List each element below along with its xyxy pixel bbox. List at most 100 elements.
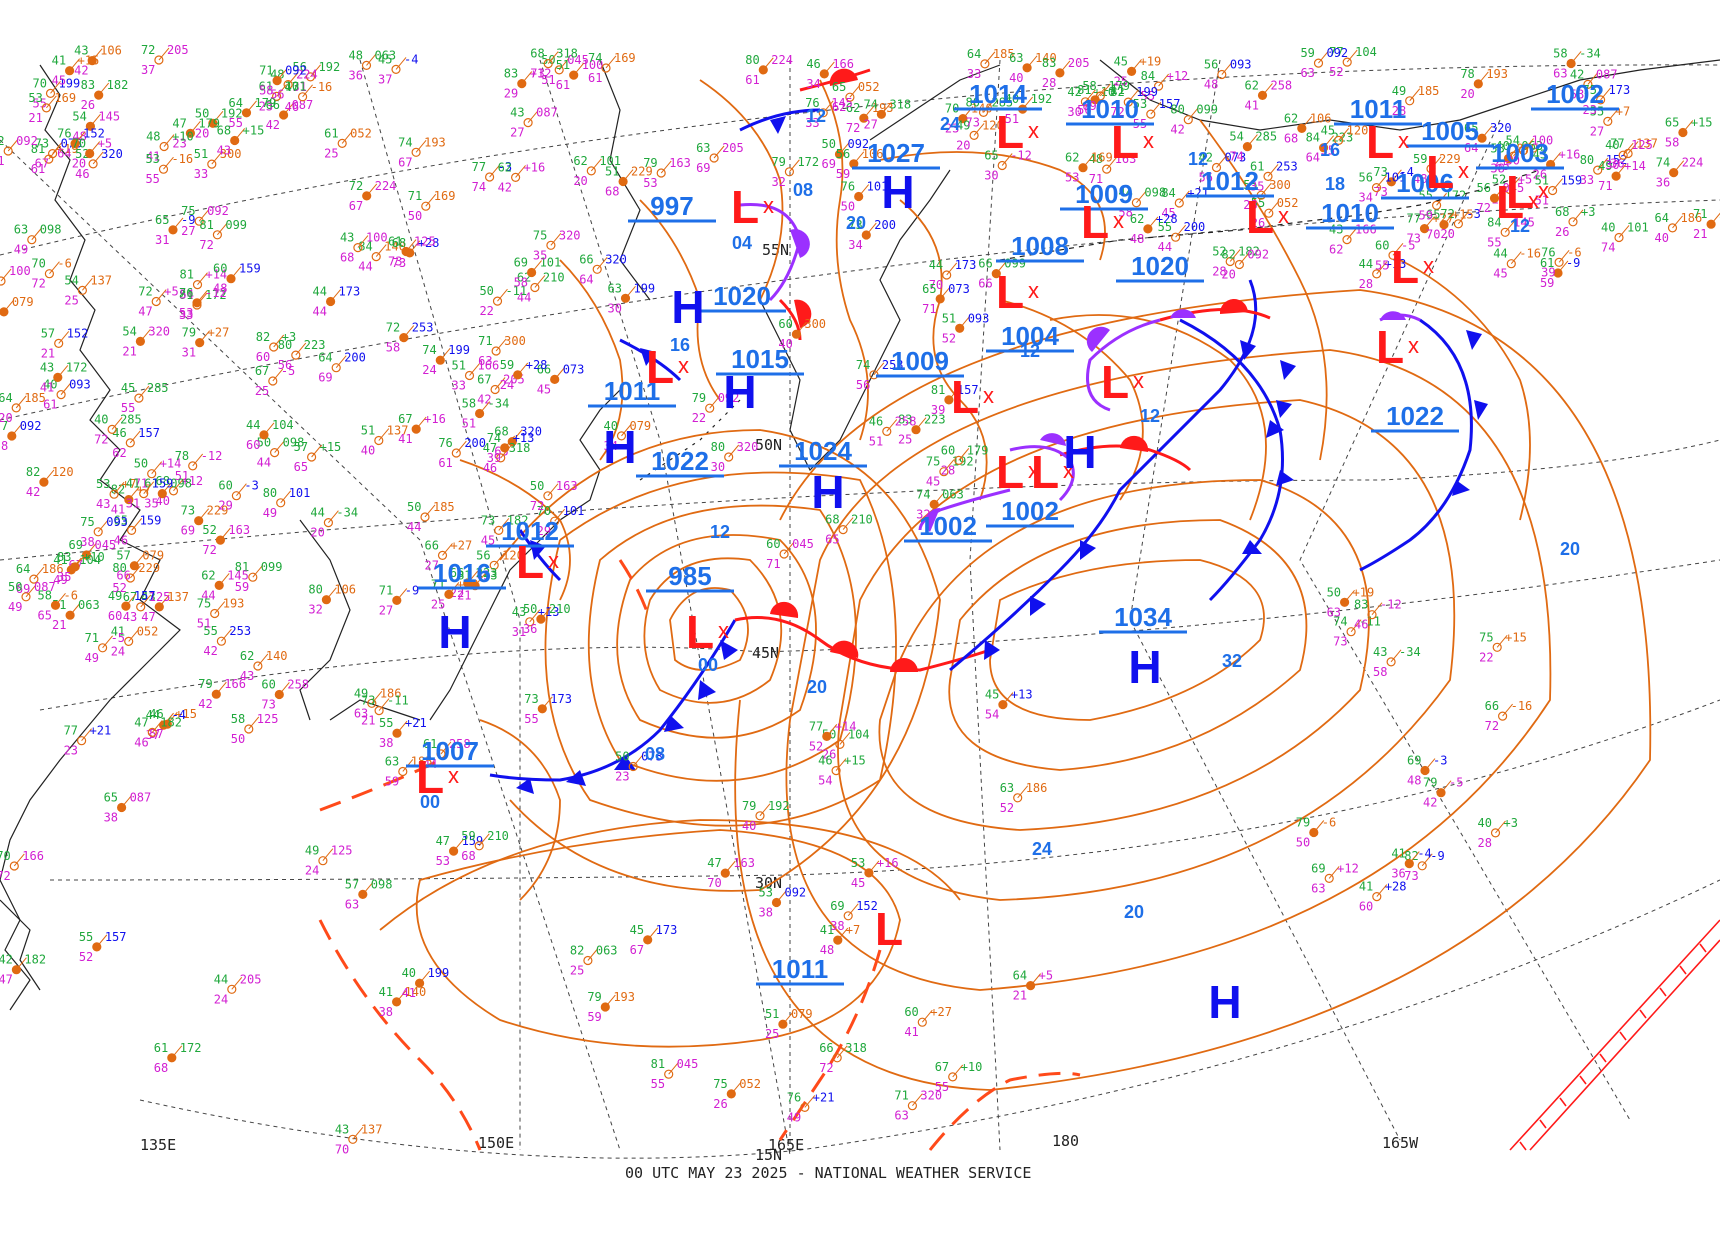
station-dewpoint: 21: [122, 344, 136, 358]
station-value: 186: [380, 686, 402, 700]
wind-barb: [60, 382, 72, 395]
station-value: 159: [1561, 174, 1583, 188]
station-temp: 69: [1407, 754, 1421, 768]
station-value: -11: [387, 694, 409, 708]
station-value: 200: [464, 436, 486, 450]
station-value: 166: [1355, 223, 1377, 237]
station-value: +28: [1385, 880, 1407, 894]
station-dewpoint: 38: [104, 810, 118, 824]
station-dewpoint: 25: [1114, 74, 1128, 88]
station-value: 318: [509, 441, 531, 455]
wind-barb: [1344, 589, 1355, 603]
station-dewpoint: 72: [31, 277, 45, 291]
station-temp: 66: [425, 538, 439, 552]
station-circle: [530, 282, 540, 293]
station-temp: 76: [1541, 245, 1555, 259]
station-dewpoint: 48: [1407, 774, 1421, 788]
wind-barb: [1030, 973, 1042, 986]
station-temp: 66: [537, 362, 551, 376]
isobar-label: 16: [670, 335, 690, 355]
station-dewpoint: 34: [603, 439, 617, 453]
station-dewpoint: 31: [155, 233, 169, 247]
station-value: +15: [1505, 630, 1527, 644]
station-value: +10: [961, 1060, 983, 1074]
station-value: 205: [167, 43, 189, 57]
wind-barb: [96, 934, 108, 948]
station-dewpoint: 38: [379, 736, 393, 750]
pressure-value: 1022: [1386, 401, 1444, 431]
station-value: 320: [1490, 121, 1512, 135]
low-center-cross: x: [1143, 128, 1154, 153]
wind-barb: [378, 428, 390, 441]
station-value: +14: [205, 268, 227, 282]
wind-barb: [1350, 619, 1362, 633]
station-dewpoint: 35: [57, 570, 71, 584]
wind-barb: [1099, 83, 1111, 97]
station-model: 1374347: [141, 590, 189, 624]
station-temp: 79: [1296, 815, 1310, 829]
station-circle: [207, 159, 217, 169]
station-dewpoint: 33: [967, 67, 981, 81]
wind-barb: [163, 712, 174, 726]
station-value: 152: [856, 899, 878, 913]
station-value: 098: [40, 223, 62, 237]
station-value: 258: [287, 677, 309, 691]
wind-barb: [366, 183, 378, 197]
wind-barb: [173, 478, 184, 492]
station-circle: [212, 230, 222, 240]
station-temp: 74: [1333, 615, 1347, 629]
station-circle: [168, 486, 179, 496]
station-dewpoint: 38: [830, 919, 844, 933]
wind-barb: [946, 262, 958, 276]
station-dewpoint: 56: [856, 378, 870, 392]
station-dewpoint: 59: [235, 580, 249, 594]
station-dewpoint: 48: [1204, 78, 1218, 92]
station-dewpoint: 25: [324, 146, 338, 160]
wind-barb: [1059, 60, 1071, 74]
station-circle: [474, 841, 484, 851]
station-circle: [398, 766, 408, 777]
station-temp: 82: [1110, 85, 1124, 99]
station-circle: [268, 376, 278, 386]
station-model: 1737523: [1583, 83, 1631, 117]
station-circle: [124, 636, 134, 647]
station-value: +14: [1624, 159, 1646, 173]
station-temp: 60: [1375, 238, 1389, 252]
station-value: 087: [130, 790, 152, 804]
station-value: +28: [418, 236, 440, 250]
wind-barb: [515, 165, 526, 178]
station-temp: 46: [818, 754, 832, 768]
station-value: 229: [631, 165, 653, 179]
station-dewpoint: 28: [941, 463, 955, 477]
station-temp: 62: [846, 101, 860, 115]
station-dewpoint: 56: [278, 358, 292, 372]
station-temp: 43: [1329, 223, 1343, 237]
station-dewpoint: 70: [929, 278, 943, 292]
low-symbol: L: [1391, 241, 1419, 293]
station-value: 140: [384, 240, 406, 254]
station-temp: 80: [711, 440, 725, 454]
wind-barb: [1267, 164, 1279, 177]
station-temp: 45: [1114, 54, 1128, 68]
station-dewpoint: 72: [1485, 719, 1499, 733]
station-value: -12: [201, 449, 223, 463]
station-circle: [1603, 116, 1613, 127]
station-dewpoint: 48: [1130, 232, 1144, 246]
